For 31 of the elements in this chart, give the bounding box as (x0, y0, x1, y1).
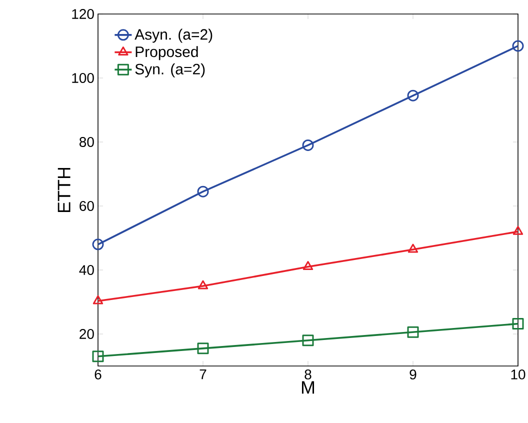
point (92, 238, 104, 250)
point (302, 139, 314, 151)
y-tick-label: 120 (72, 9, 94, 19)
point (92, 350, 104, 362)
x-tick-label: 8 (304, 370, 312, 380)
y-tick-label: 20 (80, 329, 94, 339)
point (407, 90, 419, 102)
point (198, 280, 208, 290)
point (302, 334, 314, 346)
point (408, 244, 418, 253)
point (512, 226, 524, 235)
x-tick-label: 7 (200, 370, 206, 380)
x-tick-label: 10 (511, 370, 526, 380)
point (302, 261, 314, 270)
point (197, 186, 209, 198)
x-tick-label: 6 (94, 370, 102, 380)
legend-label: Proposed (136, 46, 198, 60)
y-tick-label: 40 (79, 265, 94, 275)
x-axis-title: M (302, 381, 314, 394)
y-tick-label: 60 (80, 201, 94, 211)
point (512, 318, 524, 330)
legend-label: Syn. (a=2) (135, 63, 205, 78)
y-tick-label: 80 (80, 137, 94, 147)
y-axis-title: ETTH (58, 168, 70, 212)
x-tick-label: 9 (410, 370, 416, 380)
point (197, 342, 209, 354)
legend-label: Asyn. (a=2) (134, 28, 212, 43)
point (407, 326, 419, 338)
point (512, 40, 524, 52)
y-tick-label: 100 (72, 73, 94, 83)
point (92, 295, 104, 304)
